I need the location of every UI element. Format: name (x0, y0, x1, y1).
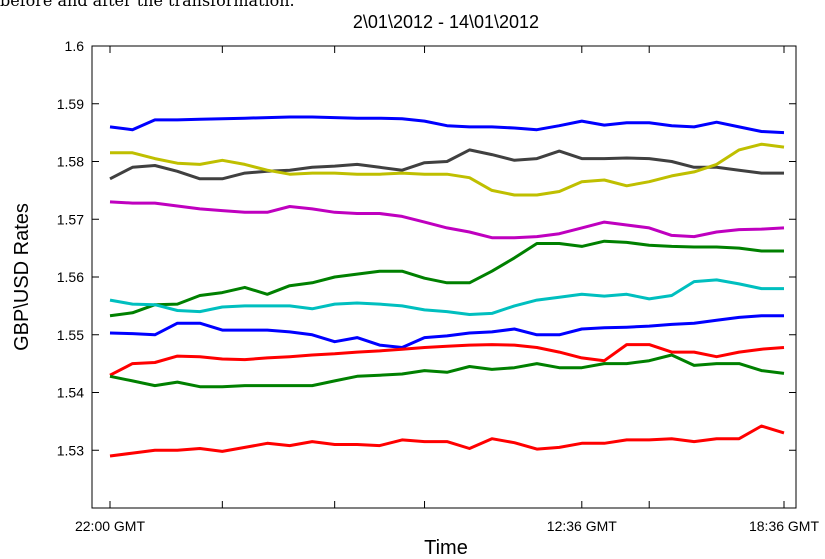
y-tick-label: 1.56 (57, 269, 84, 285)
series-line-7 (109, 314, 784, 349)
plot-area (91, 45, 797, 509)
x-axis: 22:00 GMT 12:36 GMT 18:36 GMT (75, 46, 819, 534)
y-tick-label: 1.53 (57, 442, 84, 458)
y-tick-label: 1.57 (57, 211, 84, 227)
series-line-2 (109, 148, 784, 181)
y-axis-label: GBP\USD Rates (11, 203, 33, 351)
chart-title: 2\01\2012 - 14\01\2012 (353, 12, 539, 32)
y-tick-label: 1.54 (57, 385, 84, 401)
x-tick-label: 22:00 GMT (75, 518, 145, 534)
y-tick-label: 1.6 (65, 38, 85, 54)
series-group (109, 115, 785, 458)
y-tick-label: 1.59 (57, 96, 84, 112)
series-line-10 (109, 424, 785, 458)
series-line-6 (109, 278, 784, 316)
series-line-4 (109, 200, 785, 240)
y-tick-label: 1.55 (57, 327, 84, 343)
x-axis-label: Time (424, 537, 468, 559)
series-line-3 (110, 142, 785, 197)
series-line-5 (109, 239, 784, 318)
y-tick-label: 1.58 (57, 154, 84, 170)
caption-fragment: before and after the transformation. (0, 0, 295, 10)
x-tick-label: 18:36 GMT (749, 518, 819, 534)
y-axis: 1.53 1.54 1.55 1.56 1.57 1.58 1.59 1.6 (57, 38, 796, 458)
series-line-9 (109, 353, 785, 389)
series-line-1 (109, 115, 785, 135)
series-line-8 (109, 343, 785, 377)
x-tick-label: 12:36 GMT (547, 518, 617, 534)
